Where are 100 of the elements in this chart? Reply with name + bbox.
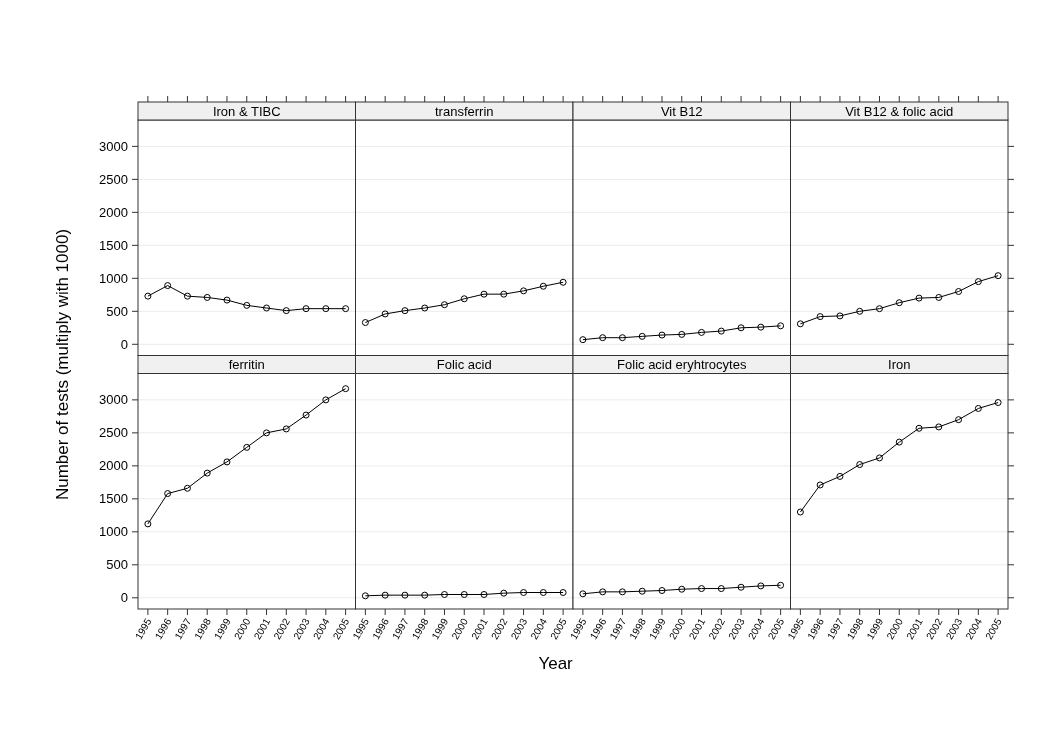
chart-title: transferrin [434, 103, 494, 119]
point [737, 324, 745, 332]
y-tick-label: 1000 [99, 524, 128, 540]
point [223, 296, 231, 304]
point [559, 278, 567, 286]
y-tick-label: 500 [106, 303, 128, 319]
point [164, 490, 172, 498]
x-axis-title: Year [538, 654, 574, 673]
y-tick-label: 2500 [99, 171, 128, 187]
point [915, 424, 923, 432]
point [856, 461, 864, 469]
point [856, 307, 864, 315]
point [144, 520, 152, 528]
point [144, 292, 152, 300]
point [302, 411, 310, 419]
y-tick-label: 0 [120, 590, 128, 606]
point [460, 295, 468, 303]
point [974, 404, 982, 412]
point [816, 313, 824, 321]
point [322, 396, 330, 404]
point [500, 290, 508, 298]
point [164, 282, 172, 290]
chart-title: Vit B12 & folic acid [845, 103, 954, 119]
point [342, 385, 350, 393]
point [895, 438, 903, 446]
point [480, 290, 488, 298]
point [361, 319, 369, 327]
point [322, 305, 330, 313]
point [757, 582, 765, 590]
point [658, 331, 666, 339]
point [816, 481, 824, 489]
point [777, 581, 785, 589]
point [796, 320, 804, 328]
point [955, 288, 963, 296]
point [658, 587, 666, 595]
point [698, 328, 706, 336]
y-tick-label: 2500 [99, 425, 128, 441]
point [618, 588, 626, 596]
point [539, 282, 547, 290]
point [796, 508, 804, 516]
point [263, 304, 271, 312]
y-tick-label: 1500 [99, 491, 128, 507]
chart-title: Vit B12 [660, 103, 703, 119]
point [638, 587, 646, 595]
point [302, 305, 310, 313]
y-tick-label: 3000 [99, 392, 128, 408]
point [836, 312, 844, 320]
point [935, 423, 943, 431]
point [342, 305, 350, 313]
point [520, 287, 528, 295]
y-tick-label: 1000 [99, 270, 128, 286]
point [678, 585, 686, 593]
point [579, 336, 587, 344]
point [717, 327, 725, 335]
point [974, 278, 982, 286]
point [243, 443, 251, 451]
point [895, 299, 903, 307]
chart-title: ferritin [228, 357, 265, 372]
point [282, 425, 290, 433]
point [678, 330, 686, 338]
y-tick-label: 2000 [99, 458, 128, 474]
chart-title: Folic acid eryhtrocytes [617, 357, 747, 372]
point [757, 323, 765, 331]
point [875, 454, 883, 462]
chart-title: Iron [888, 357, 911, 372]
point [223, 458, 231, 466]
point [777, 322, 785, 330]
point [183, 292, 191, 300]
point [599, 588, 607, 596]
point [618, 334, 626, 342]
point [183, 484, 191, 492]
point [440, 301, 448, 309]
point [994, 272, 1002, 280]
point [717, 585, 725, 593]
point [935, 293, 943, 301]
point [955, 416, 963, 424]
y-tick-label: 2000 [99, 204, 128, 220]
point [282, 307, 290, 315]
point [579, 590, 587, 598]
point [875, 305, 883, 313]
y-tick-label: 3000 [99, 138, 128, 154]
point [401, 307, 409, 315]
point [836, 472, 844, 480]
point [421, 304, 429, 312]
point [263, 429, 271, 437]
chart-title: Folic acid [436, 357, 492, 372]
point [599, 334, 607, 342]
point [203, 293, 211, 301]
point [381, 310, 389, 318]
point [698, 585, 706, 593]
chart-title: Iron & TIBC [212, 103, 281, 119]
y-tick-label: 0 [120, 336, 128, 352]
point [737, 583, 745, 591]
y-axis-title: Number of tests (multiply with 1000) [53, 228, 72, 501]
y-tick-label: 1500 [99, 237, 128, 253]
point [915, 294, 923, 302]
point [638, 332, 646, 340]
point [994, 399, 1002, 407]
y-tick-label: 500 [106, 557, 128, 573]
point [203, 469, 211, 477]
